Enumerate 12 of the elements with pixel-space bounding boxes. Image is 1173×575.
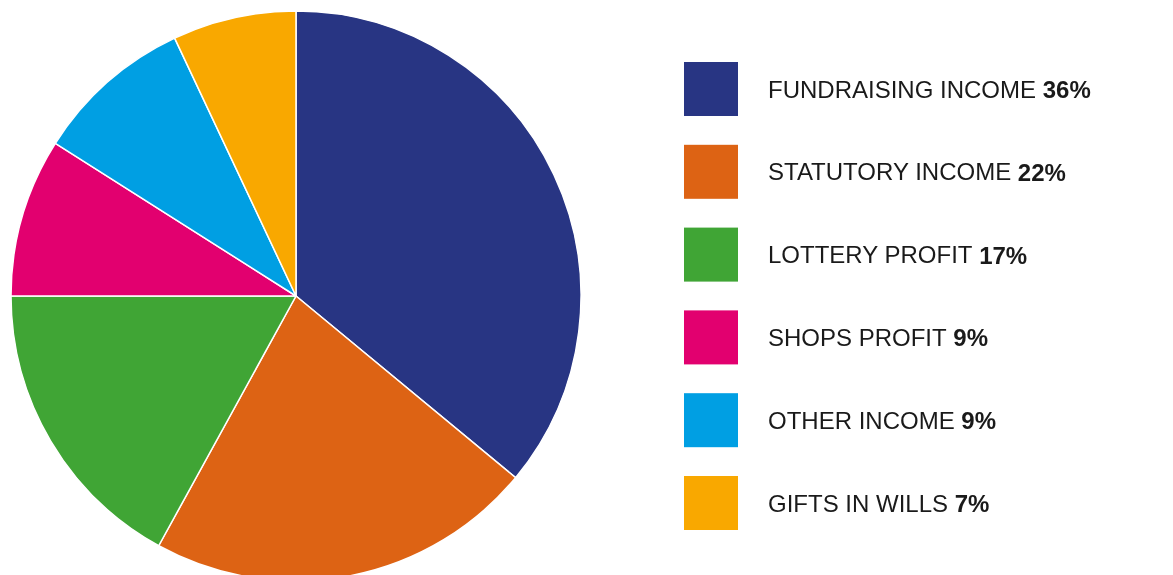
data-label: 22% xyxy=(1011,158,1066,186)
legend-label: OTHER INCOME xyxy=(768,406,955,434)
legend-label: STATUTORY INCOME xyxy=(768,158,1012,186)
legend-label: LOTTERY PROFIT xyxy=(768,241,973,269)
data-label: 9% xyxy=(954,406,997,434)
data-label: 7% xyxy=(948,489,990,517)
data-label: 17% xyxy=(972,241,1028,269)
data-label: 36% xyxy=(1036,75,1091,103)
data-label: 9% xyxy=(946,323,989,351)
legend-label: SHOPS PROFIT xyxy=(768,323,947,351)
legend-label: FUNDRAISING INCOME xyxy=(768,75,1037,103)
legend-label: GIFTS IN WILLS xyxy=(768,489,949,517)
